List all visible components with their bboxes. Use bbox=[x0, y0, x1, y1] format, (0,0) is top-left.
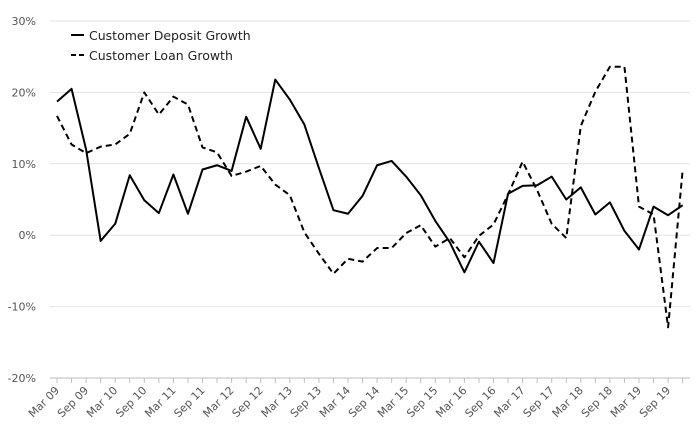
x-tick-label: Sep 13 bbox=[288, 384, 324, 420]
x-tick-label: Mar 18 bbox=[550, 384, 586, 420]
series-line-loan-growth bbox=[56, 65, 684, 329]
y-tick-label: 10% bbox=[12, 158, 36, 171]
series-line-deposit-growth bbox=[56, 78, 684, 274]
x-axis bbox=[50, 377, 690, 383]
x-tick-label: Mar 15 bbox=[375, 384, 411, 420]
x-tick-label: Sep 10 bbox=[113, 384, 149, 420]
y-tick-label: -20% bbox=[8, 372, 36, 385]
x-tick-label: Mar 16 bbox=[433, 384, 469, 420]
x-tick-label: Mar 17 bbox=[491, 384, 527, 420]
x-tick-label: Sep 12 bbox=[230, 384, 266, 420]
x-tick-label: Mar 10 bbox=[84, 384, 120, 420]
legend-label-loan: Customer Loan Growth bbox=[89, 48, 233, 63]
legend-label-deposit: Customer Deposit Growth bbox=[89, 28, 251, 43]
x-tick-label: Mar 11 bbox=[142, 384, 178, 420]
grid bbox=[50, 20, 690, 308]
y-axis: -20% -10% 0% 10% 20% 30% bbox=[8, 15, 36, 385]
x-tick-label: Mar 13 bbox=[259, 384, 295, 420]
x-tick-label: Sep 19 bbox=[637, 384, 673, 420]
x-tick-label: Sep 14 bbox=[346, 384, 382, 420]
x-tick-label: Mar 14 bbox=[317, 384, 353, 420]
x-tick-label: Mar 19 bbox=[608, 384, 644, 420]
x-tick-label: Sep 09 bbox=[55, 384, 91, 420]
x-tick-label: Mar 12 bbox=[200, 384, 236, 420]
y-tick-label: -10% bbox=[8, 301, 36, 314]
x-tick-label: Sep 15 bbox=[404, 384, 440, 420]
series-lines bbox=[56, 65, 684, 329]
x-tick-label: Sep 11 bbox=[171, 384, 207, 420]
y-tick-label: 30% bbox=[12, 15, 36, 28]
y-tick-label: 20% bbox=[12, 86, 36, 99]
x-tick-label: Mar 09 bbox=[26, 384, 62, 420]
x-tick-label: Sep 16 bbox=[462, 384, 498, 420]
legend: Customer Deposit Growth Customer Loan Gr… bbox=[71, 28, 251, 63]
x-tick-label: Sep 17 bbox=[521, 384, 557, 420]
y-tick-label: 0% bbox=[19, 229, 36, 242]
x-tick-label: Sep 18 bbox=[579, 384, 615, 420]
